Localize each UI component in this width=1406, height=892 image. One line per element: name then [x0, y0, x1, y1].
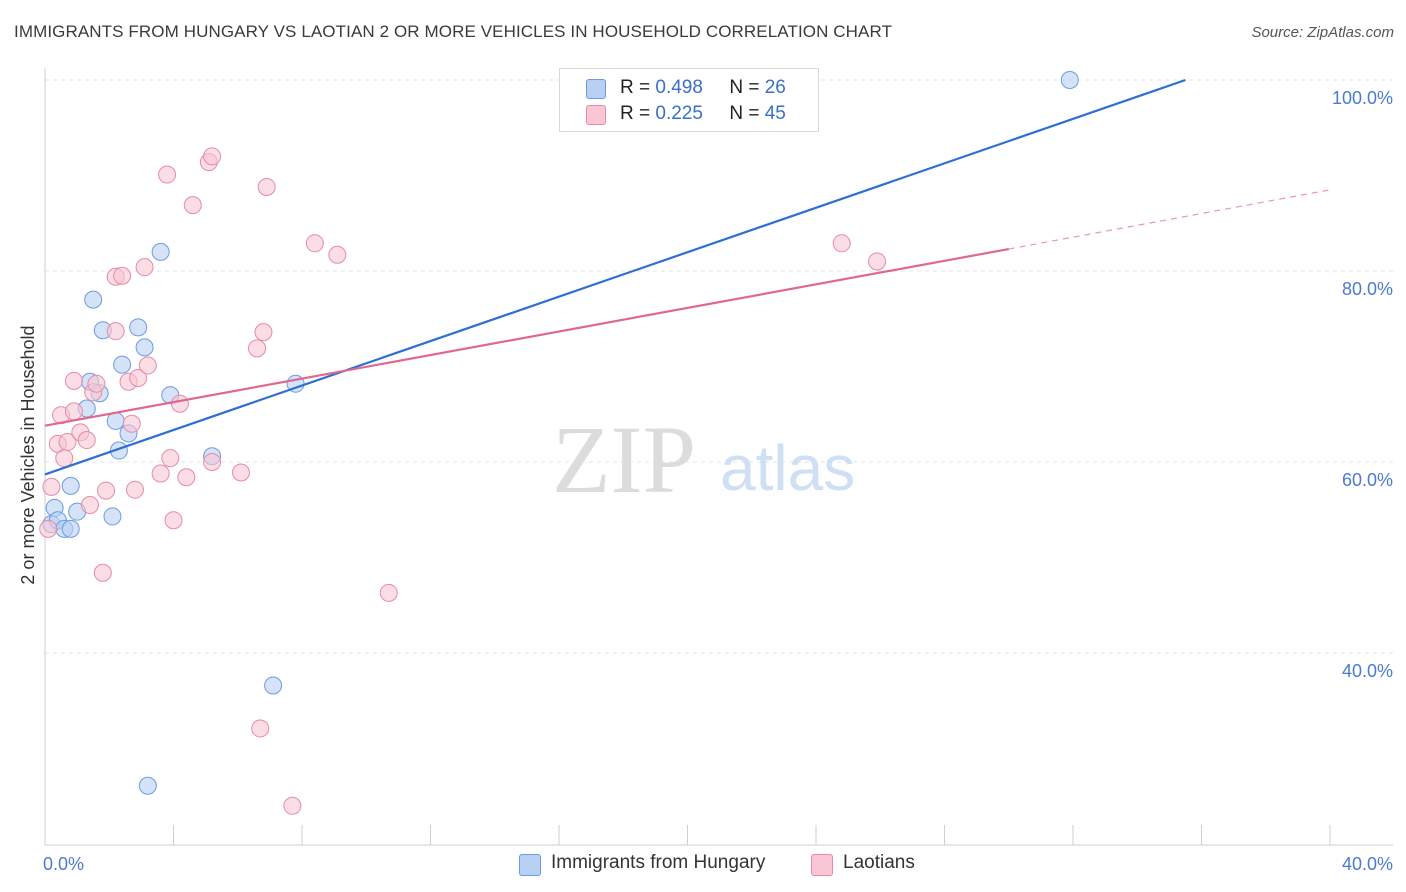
trend-line-hungary	[44, 78, 1186, 476]
watermark-zip: ZIP	[552, 406, 696, 513]
bottom-legend-swatch-hungary	[519, 854, 541, 876]
point-laotians	[106, 322, 125, 341]
legend-swatch-laotians	[586, 105, 606, 125]
point-laotians	[39, 519, 58, 538]
point-laotians	[42, 477, 61, 496]
axes	[44, 68, 1393, 846]
legend-r-value: 0.498	[655, 77, 703, 98]
point-laotians	[55, 449, 74, 468]
point-laotians	[138, 356, 157, 375]
point-laotians	[231, 463, 250, 482]
y-tick-label: 60.0%	[1342, 470, 1393, 490]
point-laotians	[135, 258, 154, 277]
point-hungary	[84, 290, 103, 309]
point-laotians	[122, 414, 141, 433]
point-laotians	[113, 266, 132, 285]
point-laotians	[170, 394, 189, 413]
point-laotians	[58, 432, 77, 451]
point-laotians	[283, 796, 302, 815]
legend-n-value: 26	[764, 77, 786, 98]
point-laotians	[87, 374, 106, 393]
point-laotians	[203, 147, 222, 166]
point-laotians	[832, 234, 851, 253]
point-hungary	[113, 355, 132, 374]
point-laotians	[93, 563, 112, 582]
point-hungary	[135, 338, 154, 357]
point-laotians	[158, 165, 177, 184]
grid	[45, 79, 1393, 654]
point-laotians	[64, 371, 83, 390]
bottom-legend-label-hungary: Immigrants from Hungary	[551, 852, 766, 873]
x-tick-label: 0.0%	[43, 854, 84, 874]
legend: R = 0.498 N = 26 R = 0.225 N = 45	[559, 68, 819, 132]
source-label: Source: ZipAtlas.com	[1251, 24, 1394, 41]
point-laotians	[64, 402, 83, 421]
watermark: ZIP atlas	[552, 406, 855, 513]
bottom-legend-label-laotians: Laotians	[843, 852, 915, 873]
point-hungary	[1060, 71, 1079, 89]
point-laotians	[251, 719, 270, 738]
chart-title: IMMIGRANTS FROM HUNGARY VS LAOTIAN 2 OR …	[14, 22, 893, 41]
point-laotians	[161, 449, 180, 468]
point-laotians	[97, 481, 116, 500]
point-hungary	[103, 507, 122, 526]
bottom-legend-swatch-laotians	[811, 854, 833, 876]
point-hungary	[138, 776, 157, 795]
point-hungary	[264, 676, 283, 695]
trend-line-laotians-extension	[1008, 189, 1331, 250]
point-laotians	[151, 464, 170, 483]
trend-lines	[44, 78, 1331, 476]
point-laotians	[254, 323, 273, 342]
point-laotians	[868, 252, 887, 271]
point-hungary	[61, 476, 80, 495]
point-laotians	[328, 245, 347, 264]
point-laotians	[257, 177, 276, 196]
point-laotians	[125, 480, 144, 499]
legend-r-label: R =	[620, 103, 651, 124]
point-laotians	[203, 453, 222, 471]
point-laotians	[177, 468, 196, 487]
series-laotians	[39, 147, 887, 815]
legend-r-label: R =	[620, 77, 651, 98]
point-laotians	[77, 431, 96, 450]
legend-n-value: 45	[764, 103, 786, 124]
x-tick-label: 40.0%	[1342, 854, 1393, 874]
point-laotians	[183, 196, 202, 215]
point-hungary	[61, 519, 80, 538]
point-hungary	[129, 318, 148, 337]
trend-line-laotians	[44, 247, 1009, 427]
y-tick-label: 100.0%	[1332, 88, 1393, 108]
point-laotians	[80, 495, 99, 514]
legend-n-label: N =	[729, 77, 760, 98]
legend-n-label: N =	[729, 103, 760, 124]
point-laotians	[248, 339, 267, 358]
point-hungary	[151, 242, 170, 261]
point-hungary	[106, 411, 125, 430]
y-tick-label: 80.0%	[1342, 279, 1393, 299]
point-laotians	[305, 234, 324, 253]
legend-r-value: 0.225	[655, 103, 703, 124]
point-laotians	[164, 511, 183, 530]
point-laotians	[379, 583, 398, 602]
y-tick-label: 40.0%	[1342, 661, 1393, 681]
watermark-atlas: atlas	[720, 432, 855, 504]
legend-swatch-hungary	[586, 79, 606, 99]
point-laotians	[129, 368, 148, 387]
y-axis-title: 2 or more Vehicles in Household	[18, 325, 38, 584]
tick-labels: 40.0% 60.0% 80.0% 100.0% 0.0% 40.0%	[43, 88, 1393, 874]
